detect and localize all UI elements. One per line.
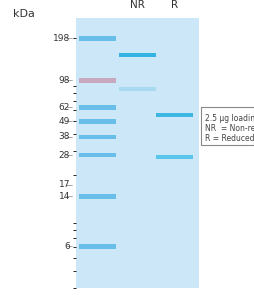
Text: 14: 14	[58, 192, 70, 201]
Text: —: —	[66, 193, 72, 199]
Bar	[79, 153, 115, 158]
Text: —: —	[66, 77, 72, 83]
Text: kDa: kDa	[13, 9, 35, 19]
Text: —: —	[66, 182, 72, 188]
Text: —: —	[66, 119, 72, 125]
Bar	[79, 36, 115, 41]
Text: NR: NR	[130, 1, 145, 10]
Text: 28: 28	[58, 151, 70, 160]
Bar	[79, 194, 115, 199]
Text: 98: 98	[58, 76, 70, 85]
Bar	[79, 134, 115, 139]
Text: —: —	[66, 134, 72, 140]
Bar	[79, 119, 115, 124]
Text: 17: 17	[58, 180, 70, 189]
Bar	[155, 155, 192, 159]
Bar	[79, 105, 115, 110]
Text: 62: 62	[58, 103, 70, 112]
Bar	[155, 113, 192, 117]
Bar	[79, 78, 115, 83]
Bar	[119, 53, 155, 57]
Text: 198: 198	[53, 34, 70, 43]
Text: —: —	[66, 36, 72, 42]
Text: —: —	[66, 152, 72, 158]
Text: 38: 38	[58, 132, 70, 141]
Bar	[119, 87, 155, 91]
Text: R: R	[170, 1, 177, 10]
Text: 49: 49	[58, 117, 70, 126]
Text: R = Reduced: R = Reduced	[204, 134, 254, 143]
Text: —: —	[66, 244, 72, 250]
Text: 2.5 μg loading: 2.5 μg loading	[204, 114, 254, 123]
Text: 6: 6	[64, 242, 70, 251]
Text: —: —	[66, 105, 72, 111]
Bar	[79, 244, 115, 249]
Text: NR  = Non-reduced: NR = Non-reduced	[204, 124, 254, 133]
